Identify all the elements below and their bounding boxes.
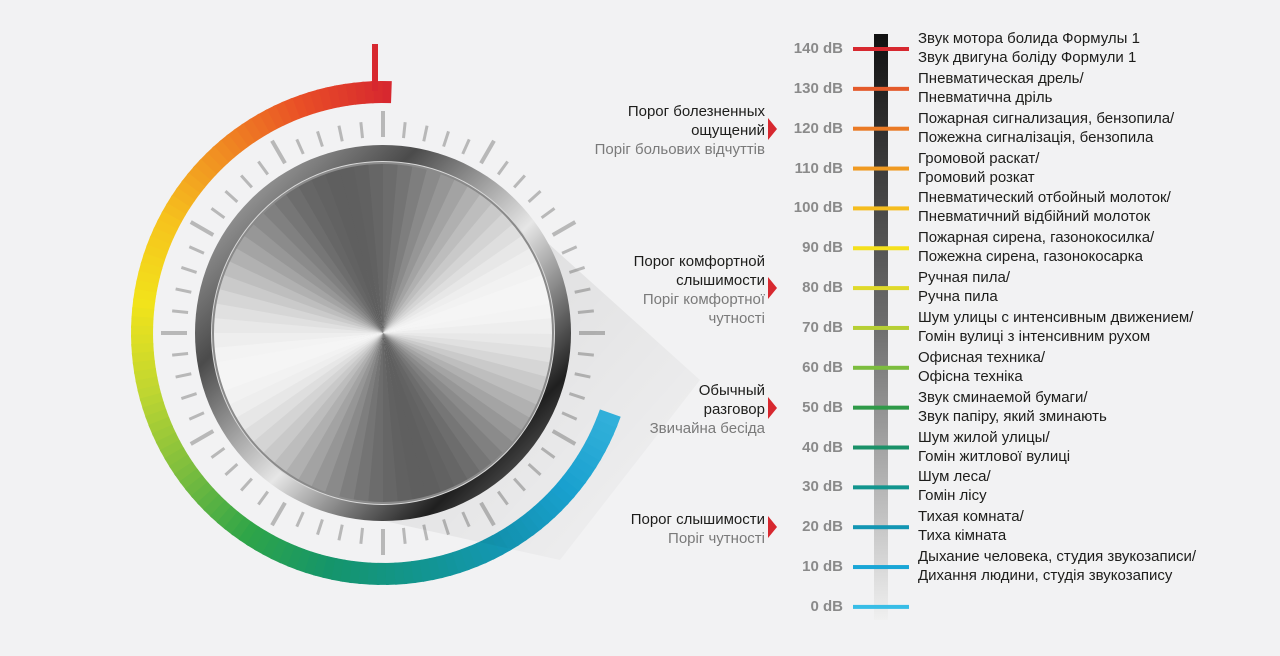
sound-description: Шум улицы с интенсивным движением/Гомін … [918,308,1193,346]
sound-description-ua: Пожежна сирена, газонокосарка [918,248,1143,266]
db-value-label: 90 dB [802,239,843,257]
level-marker [853,166,909,171]
db-value-label: 130 dB [793,79,843,97]
db-value-label: 50 dB [802,398,843,416]
db-value-label: 100 dB [793,199,843,217]
level-marker [853,286,909,291]
level-marker [853,405,909,410]
sound-description-ua: Звук папіру, який зминають [918,407,1107,425]
threshold-arrow-icon [768,277,777,300]
sound-description: Звук мотора болида Формулы 1 Звук двигуна… [918,29,1140,67]
threshold-ru-text: Порог комфортной [633,253,765,271]
sound-description-ru: Пожарная сирена, газонокосилка/ [918,229,1155,247]
sound-description-ua: Гомін вулиці з інтенсивним рухом [918,327,1151,345]
db-value-label: 110 dB [794,159,843,177]
sound-description-ua: Гомін лісу [918,487,987,505]
level-marker [853,246,909,251]
sound-description: Пожарная сигнализация, бензопила/Пожежна… [918,109,1174,147]
sound-description: Пневматическая дрель/Пневматична дріль [918,69,1084,107]
sound-description-ua: Ручна пила [918,288,998,306]
threshold-arrow-icon [768,396,777,419]
db-value-label: 70 dB [802,318,843,336]
threshold-arrow-icon [768,516,777,539]
db-value-label: 0 dB [810,597,843,615]
db-value-label: 120 dB [793,119,843,137]
sound-description: Ручная пила/Ручна пила [918,268,1010,306]
sound-description-ua: Тиха кімната [918,527,1007,545]
threshold-ru-text: разговор [703,401,765,419]
threshold-ua-text: Поріг больових відчуттів [594,141,765,159]
threshold-ua-text: чутності [708,310,765,328]
db-value-label: 40 dB [802,438,843,456]
knob-face [212,162,554,504]
level-marker [853,325,909,330]
level-marker [853,126,909,131]
sound-description-ru: Офисная техника/ [918,348,1046,366]
threshold-ru-text: Порог болезненных [627,103,765,121]
threshold-ru-text: слышимости [676,272,765,290]
sound-description-ru: Шум улицы с интенсивным движением/ [918,308,1194,326]
level-marker [853,445,909,450]
sound-description-ru: Ручная пила/ [918,269,1010,287]
threshold-ua-text: Поріг комфортної [642,291,765,309]
threshold-label: Обычный разговор Звичайна бесіда [650,381,765,438]
sound-description-ru: Пневматическая дрель/ [918,69,1084,87]
threshold-label: Порог комфортной слышимости Поріг комфортн… [634,252,765,328]
sound-description-ru: Шум леса/ [918,468,991,486]
sound-description-ru: Звук мотора болида Формулы 1 [918,30,1140,47]
level-marker [853,604,909,609]
threshold-ru-text: Порог слышимости [630,511,765,529]
db-value-label: 60 dB [802,358,843,376]
sound-description: Пневматический отбойный молоток/Пневмати… [918,188,1171,226]
db-value-label: 20 dB [802,518,843,536]
level-marker [853,47,909,51]
sound-description: Тихая комната/Тиха кімната [918,507,1024,545]
threshold-ua-text: Поріг чутності [668,530,765,548]
sound-description-ru: Звук сминаемой бумаги/ [918,388,1088,406]
level-marker [853,86,909,91]
db-value-label: 80 dB [802,279,843,297]
level-marker [853,565,909,570]
db-value-label: 140 dB [793,40,843,57]
threshold-label: Порог болезненных ощущений Поріг больових … [595,102,765,159]
level-marker [853,525,909,530]
sound-description-ua: Пневматична дріль [918,88,1053,106]
level-marker [853,206,909,211]
sound-description-ru: Громовой раскат/ [918,149,1040,167]
sound-description-ua: Звук двигуна боліду Формули 1 [918,49,1137,66]
sound-description-ua: Пневматичний відбійний молоток [918,208,1151,226]
threshold-arrow-icon [768,117,777,140]
sound-description-ru: Пожарная сигнализация, бензопила/ [918,109,1175,127]
threshold-ua-text: Звичайна бесіда [649,420,765,438]
threshold-label: Порог слышимости Поріг чутності [631,510,765,548]
sound-description: Офисная техника/Офісна техніка [918,348,1045,386]
sound-description-ua: Дихання людини, студія звукозапису [918,567,1173,585]
sound-description-ru: Дыхание человека, студия звукозаписи/ [918,548,1197,566]
threshold-ru-text: Обычный [698,382,765,400]
sound-description: Шум леса/Гомін лісу [918,467,991,505]
db-value-label: 30 dB [802,478,843,496]
sound-description: Громовой раскат/Громовий розкат [918,149,1039,187]
sound-description-ru: Пневматический отбойный молоток/ [918,189,1171,207]
level-marker [853,485,909,490]
sound-description-ua: Гомін житлової вулиці [918,447,1071,465]
sound-description: Шум жилой улицы/Гомін житлової вулиці [918,428,1070,466]
volume-knob-graphic [131,44,700,585]
sound-description-ru: Шум жилой улицы/ [918,428,1050,446]
sound-description-ua: Громовий розкат [918,168,1035,186]
level-marker [853,365,909,370]
sound-description: Дыхание человека, студия звукозаписи/Дих… [918,547,1196,585]
sound-description-ua: Офісна техніка [918,367,1023,385]
sound-description: Звук сминаемой бумаги/Звук папіру, який … [918,388,1107,426]
sound-description-ua: Пожежна сигналізація, бензопила [918,128,1154,146]
db-value-label: 10 dB [802,558,843,576]
threshold-ru-text: ощущений [691,122,765,140]
sound-description-ru: Тихая комната/ [918,508,1024,526]
sound-description: Пожарная сирена, газонокосилка/Пожежна с… [918,228,1154,266]
